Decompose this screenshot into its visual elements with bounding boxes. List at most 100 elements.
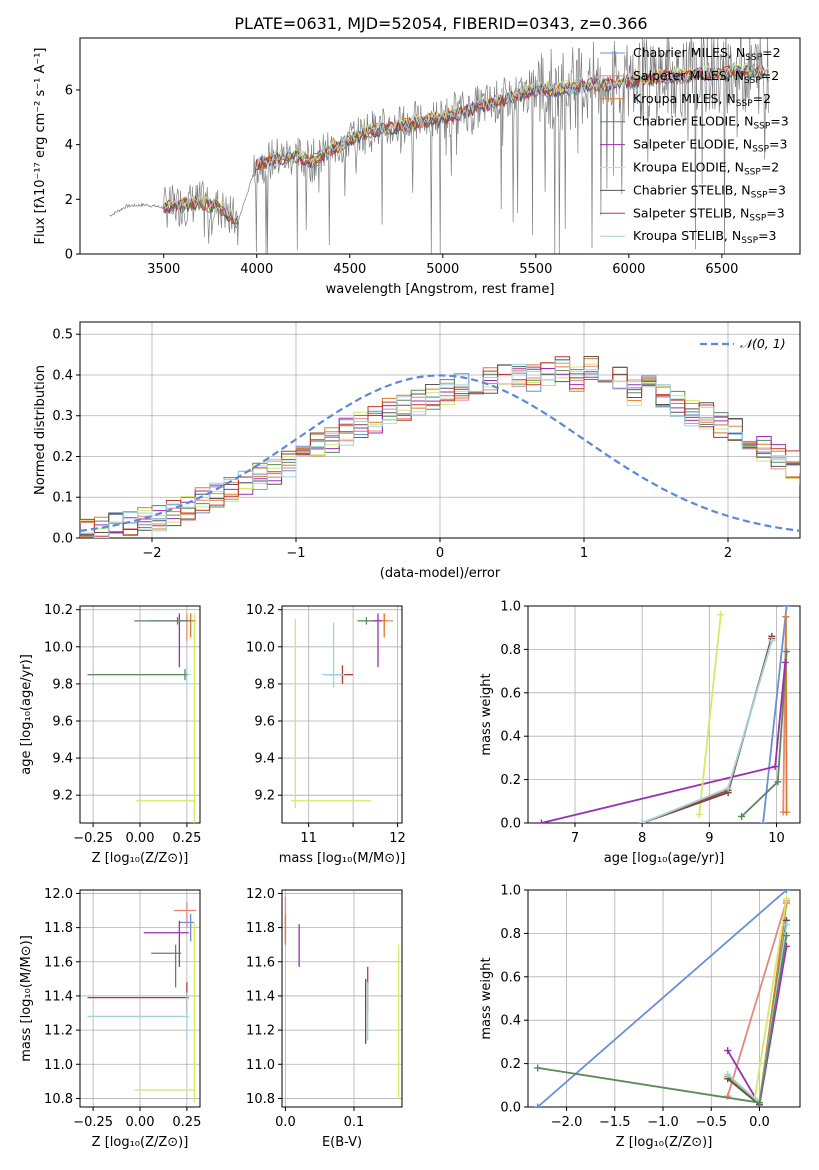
x-tick-label: 8 (638, 831, 646, 846)
legend-label: Chabrier MILES, NSSP=2 (633, 45, 781, 63)
histogram-series (80, 363, 800, 530)
model-spectrum (163, 62, 769, 224)
legend: Chabrier MILES, NSSP=2 Salpeter MILES, NS… (600, 45, 789, 246)
y-tick-label: 0.8 (500, 643, 521, 658)
legend-label: Chabrier ELODIE, NSSP=3 (633, 114, 789, 132)
legend-label: Salpeter MILES, NSSP=2 (633, 68, 779, 86)
weight-marker (783, 648, 791, 656)
weight-marker (638, 819, 646, 823)
weight-marker (755, 1099, 763, 1107)
y-tick-label: 0.6 (500, 970, 521, 985)
chart-mass-vs-z: −0.25 0.00 0.25 10.8 11.0 11.2 11.4 11.6 11.8 12.… (19, 887, 201, 1150)
y-tick-label: 11.8 (44, 921, 73, 936)
y-tick-label: 11.2 (246, 1024, 275, 1039)
y-axis-label: Flux [fλ10⁻¹⁷ erg cm⁻² s⁻¹ A⁻¹] (33, 48, 48, 245)
y-tick-label: 12.0 (246, 887, 275, 902)
y-tick-label: 0.0 (52, 532, 73, 547)
y-tick-label: 0.0 (500, 817, 521, 832)
y-tick-label: 0.3 (52, 409, 73, 424)
axes-frame (79, 605, 201, 824)
x-tick-label: 4500 (333, 262, 366, 277)
x-axis-label: Z [log₁₀(Z/Z⊙)] (92, 851, 189, 866)
y-tick-label: 11.4 (246, 989, 275, 1004)
axes-frame (281, 605, 403, 824)
x-tick-label: 5000 (426, 262, 459, 277)
axes-frame (79, 321, 801, 539)
weight-marker (759, 819, 767, 823)
x-tick-label: 10 (768, 831, 785, 846)
weight-line (541, 662, 787, 823)
x-tick-label: 7 (571, 831, 579, 846)
axes-frame (79, 37, 801, 255)
normal-curve (80, 374, 800, 532)
y-tick-label: 0.2 (52, 450, 73, 465)
axes-frame (281, 889, 403, 1108)
chart-weight-vs-z: −2.0 −1.5 −1.0 −0.5 0.0 0.0 0.2 0.4 0.6 0.8 1.0 Z [… (479, 884, 801, 1150)
weight-line (762, 606, 788, 823)
weight-line (537, 890, 788, 1107)
x-tick-label: 0 (436, 546, 444, 561)
x-axis-label: age [log₁₀(age/yr)] (604, 851, 725, 866)
x-tick-label: −1.0 (647, 1115, 679, 1130)
y-tick-label: 10.8 (44, 1092, 73, 1107)
y-tick-label: 9.6 (52, 714, 73, 729)
x-axis-label: E(B-V) (322, 1135, 362, 1150)
histogram-series (80, 366, 800, 536)
x-tick-label: 0.00 (126, 1115, 155, 1130)
x-tick-label: −2.0 (551, 1115, 583, 1130)
y-tick-label: 9.2 (254, 789, 275, 804)
weight-marker (768, 637, 776, 645)
y-tick-label: 0.4 (500, 1014, 521, 1029)
chart-mass-vs-ebv: 0.0 0.1 10.8 11.0 11.2 11.4 11.6 11.8 12.0 E(B-V) (246, 887, 403, 1150)
chart-spectrum: 3500 4000 4500 5000 5500 6000 6500 0 2 4 6 waveleng… (33, 37, 801, 297)
weight-marker (695, 810, 703, 818)
x-axis-label: (data-model)/error (380, 566, 501, 581)
y-tick-label: 0 (65, 248, 73, 263)
y-tick-label: 0.5 (52, 328, 73, 343)
x-tick-label: 6500 (705, 262, 738, 277)
x-tick-label: 0.25 (172, 1115, 201, 1130)
axes-frame (79, 889, 201, 1108)
weight-marker (782, 932, 790, 940)
legend-label: Kroupa MILES, NSSP=2 (633, 91, 771, 109)
weight-line (641, 640, 773, 823)
y-axis-label: mass weight (479, 673, 494, 755)
y-tick-label: 10.2 (246, 603, 275, 618)
y-axis-label: mass weight (479, 957, 494, 1039)
weight-marker (782, 890, 790, 894)
error-bars (87, 901, 197, 1102)
histogram-series (80, 358, 800, 537)
y-tick-label: 9.4 (52, 752, 73, 767)
y-tick-label: 0.4 (52, 368, 73, 383)
x-tick-label: 0.00 (126, 831, 155, 846)
x-tick-label: 5500 (519, 262, 552, 277)
x-tick-label: −0.25 (73, 831, 113, 846)
weight-marker (717, 611, 725, 619)
weight-marker (724, 1070, 732, 1078)
weight-line (698, 614, 722, 815)
weight-marker (534, 1103, 542, 1107)
x-tick-label: 11 (300, 831, 317, 846)
x-tick-label: 12 (389, 831, 406, 846)
chart-age-vs-z: −0.25 0.00 0.25 9.2 9.4 9.6 9.8 10.0 10.2 Z [log₁… (19, 603, 201, 866)
x-axis-label: Z [log₁₀(Z/Z⊙)] (92, 1135, 189, 1150)
histogram-series (80, 360, 800, 538)
y-tick-label: 10.8 (246, 1092, 275, 1107)
weight-marker (781, 658, 789, 666)
error-bars (284, 896, 400, 1099)
weight-marker (774, 778, 782, 786)
chart-residuals: −2 −1 0 1 2 0.0 0.1 0.2 0.3 0.4 0.5 (data-model)/er… (33, 321, 801, 581)
axes-frame (527, 889, 801, 1108)
weight-line (753, 898, 788, 1099)
y-tick-label: 9.6 (254, 714, 275, 729)
weight-line (641, 636, 773, 823)
x-tick-label: −1.5 (599, 1115, 631, 1130)
weight-lines (534, 890, 790, 1107)
weight-lines (537, 606, 791, 823)
weight-marker (738, 812, 746, 820)
legend-label: Kroupa STELIB, NSSP=3 (633, 228, 777, 246)
histogram-series (80, 356, 800, 535)
y-tick-label: 4 (65, 138, 73, 153)
weight-marker (534, 1064, 542, 1072)
y-tick-label: 11.4 (44, 989, 73, 1004)
